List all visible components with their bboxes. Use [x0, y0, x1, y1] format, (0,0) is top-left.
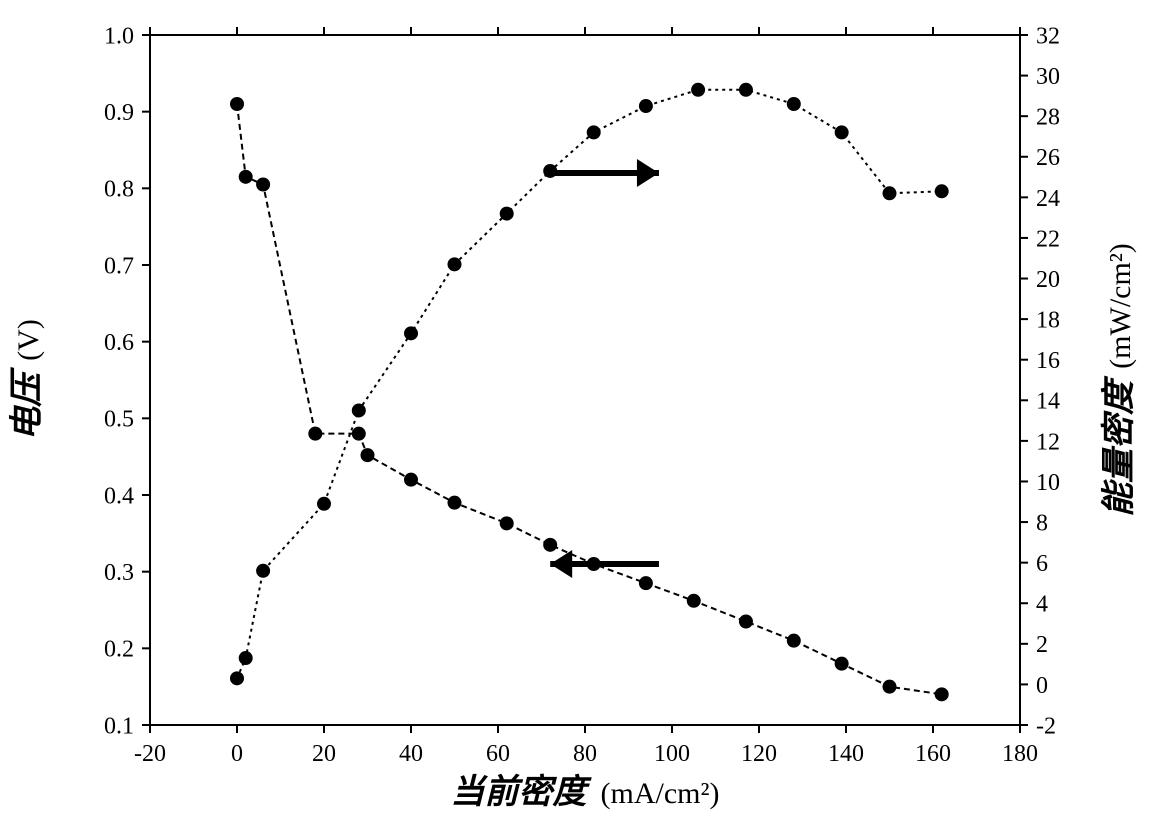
svg-text:0.8: 0.8 — [104, 177, 134, 203]
chart-svg: -200204060801001201401601800.10.20.30.40… — [0, 0, 1170, 839]
chart-container: -200204060801001201401601800.10.20.30.40… — [0, 0, 1170, 839]
svg-text:12: 12 — [1036, 429, 1060, 455]
svg-text:0: 0 — [1036, 673, 1048, 699]
svg-text:160: 160 — [915, 741, 951, 767]
svg-text:22: 22 — [1036, 226, 1060, 252]
x-axis-label-cjk: 当前密度 — [451, 773, 593, 811]
svg-text:0.3: 0.3 — [104, 560, 134, 586]
svg-text:18: 18 — [1036, 308, 1060, 334]
svg-text:0.7: 0.7 — [104, 253, 134, 279]
svg-text:100: 100 — [654, 741, 690, 767]
svg-text:24: 24 — [1036, 186, 1060, 212]
svg-text:180: 180 — [1002, 741, 1038, 767]
y-left-label-unit: (V) — [12, 319, 45, 361]
svg-text:0.6: 0.6 — [104, 330, 134, 356]
svg-text:6: 6 — [1036, 551, 1048, 577]
svg-text:20: 20 — [1036, 267, 1060, 293]
svg-text:0: 0 — [231, 741, 243, 767]
y-right-label-cjk: 能量密度 — [1100, 375, 1138, 517]
svg-text:8: 8 — [1036, 510, 1048, 536]
svg-text:0.5: 0.5 — [104, 407, 134, 433]
y-left-label-cjk: 电压 — [8, 367, 46, 441]
svg-text:1.0: 1.0 — [104, 23, 134, 49]
svg-text:140: 140 — [828, 741, 864, 767]
svg-text:当前密度(mA/cm²): 当前密度(mA/cm²) — [451, 773, 720, 811]
svg-text:28: 28 — [1036, 105, 1060, 131]
svg-text:4: 4 — [1036, 592, 1048, 618]
svg-text:14: 14 — [1036, 389, 1060, 415]
svg-text:20: 20 — [312, 741, 336, 767]
svg-text:电压(V): 电压 (V) — [8, 319, 46, 441]
svg-text:0.1: 0.1 — [104, 713, 134, 739]
svg-text:40: 40 — [399, 741, 423, 767]
svg-text:能量密度(mW/cm²): 能量密度 (mW/cm²) — [1100, 243, 1138, 517]
svg-text:32: 32 — [1036, 23, 1060, 49]
svg-text:-2: -2 — [1036, 713, 1056, 739]
svg-text:60: 60 — [486, 741, 510, 767]
svg-text:80: 80 — [573, 741, 597, 767]
svg-text:30: 30 — [1036, 64, 1060, 90]
y-right-label-unit: (mW/cm²) — [1104, 243, 1137, 369]
svg-text:-20: -20 — [134, 741, 166, 767]
svg-text:26: 26 — [1036, 145, 1060, 171]
svg-text:10: 10 — [1036, 470, 1060, 496]
x-axis-label-unit: (mA/cm²) — [601, 777, 720, 810]
svg-text:0.2: 0.2 — [104, 637, 134, 663]
svg-text:0.9: 0.9 — [104, 100, 134, 126]
svg-text:16: 16 — [1036, 348, 1060, 374]
svg-text:2: 2 — [1036, 632, 1048, 658]
svg-text:120: 120 — [741, 741, 777, 767]
svg-text:0.4: 0.4 — [104, 483, 134, 509]
